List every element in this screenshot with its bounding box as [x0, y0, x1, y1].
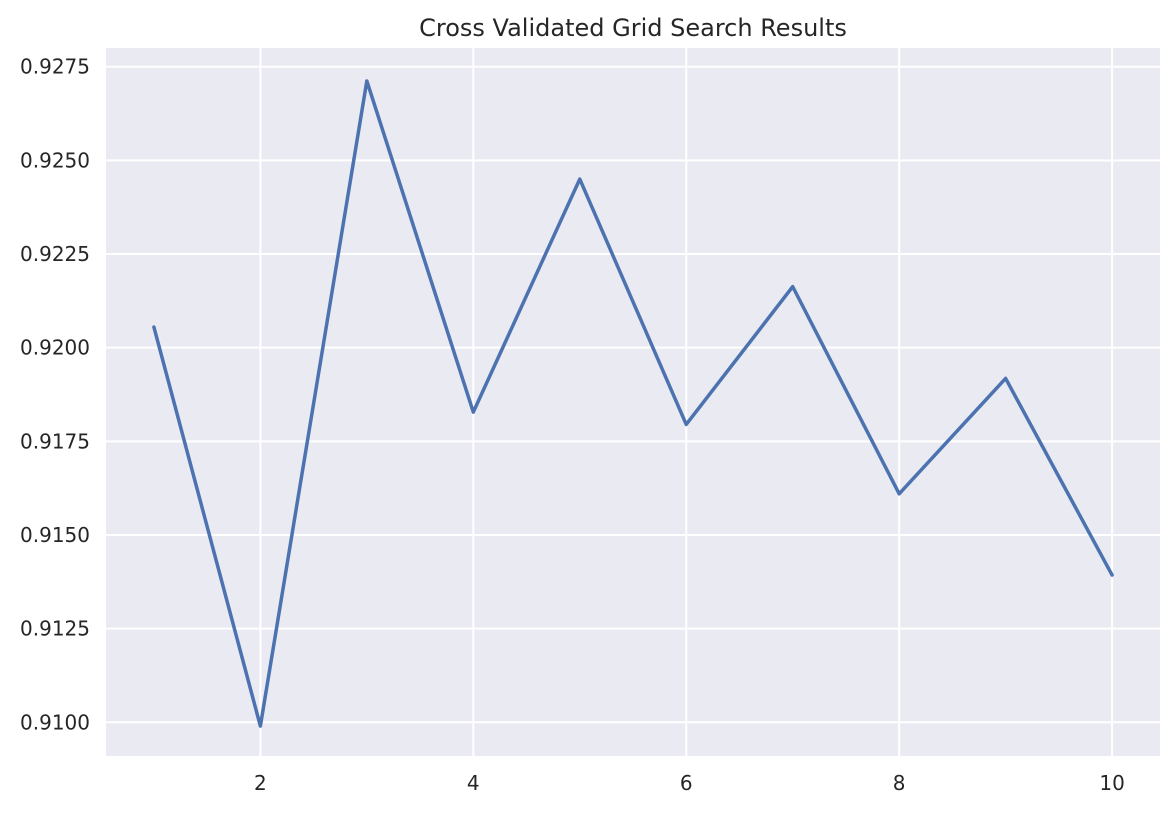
y-tick-label: 0.9200: [20, 336, 90, 360]
grid-lines: [106, 48, 1160, 756]
series-group: [152, 79, 1114, 728]
x-tick-label: 10: [1099, 771, 1124, 795]
x-tick-label: 6: [680, 771, 693, 795]
y-tick-label: 0.9150: [20, 523, 90, 547]
y-tick-label: 0.9225: [20, 242, 90, 266]
y-tick-label: 0.9125: [20, 617, 90, 641]
y-tick-label: 0.9100: [20, 710, 90, 734]
y-tick-label: 0.9275: [20, 55, 90, 79]
x-axis-tick-labels: 2 4 6 8 10: [254, 771, 1125, 795]
y-tick-label: 0.9175: [20, 429, 90, 453]
x-tick-label: 4: [467, 771, 480, 795]
x-tick-label: 8: [893, 771, 906, 795]
plot-area: [106, 48, 1160, 756]
chart-title: Cross Validated Grid Search Results: [419, 14, 847, 42]
y-axis-tick-labels: 0.9100 0.9125 0.9150 0.9175 0.9200 0.9225 0.92…: [20, 55, 90, 735]
series-line-0: [152, 79, 1114, 728]
y-tick-label: 0.9250: [20, 148, 90, 172]
x-tick-label: 2: [254, 771, 267, 795]
